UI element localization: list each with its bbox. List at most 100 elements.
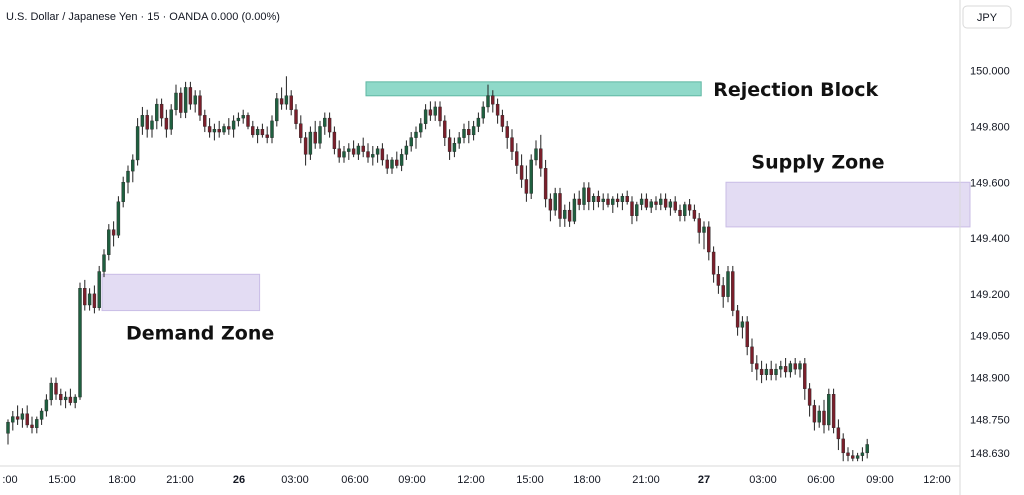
candle[interactable] xyxy=(164,109,169,138)
candle[interactable] xyxy=(548,193,553,222)
candle[interactable] xyxy=(174,84,178,116)
candle[interactable] xyxy=(140,106,145,135)
candle[interactable] xyxy=(155,98,159,130)
candle[interactable] xyxy=(625,190,629,205)
candle[interactable] xyxy=(337,140,341,163)
candle[interactable] xyxy=(409,132,413,152)
candle[interactable] xyxy=(35,416,39,434)
candle[interactable] xyxy=(567,201,572,227)
candle[interactable] xyxy=(577,190,581,211)
candle[interactable] xyxy=(83,279,87,311)
candle[interactable] xyxy=(764,363,769,381)
candle[interactable] xyxy=(433,101,437,121)
candle[interactable] xyxy=(179,87,183,119)
candle[interactable] xyxy=(471,120,476,141)
candle[interactable] xyxy=(529,154,533,199)
candle[interactable] xyxy=(54,377,58,400)
candle[interactable] xyxy=(318,120,322,149)
candle[interactable] xyxy=(846,447,850,462)
candle[interactable] xyxy=(591,193,596,211)
candle[interactable] xyxy=(207,118,212,138)
candle[interactable] xyxy=(203,109,207,133)
candle[interactable] xyxy=(131,154,135,183)
candle[interactable] xyxy=(654,196,658,211)
candle[interactable] xyxy=(798,360,802,378)
candle[interactable] xyxy=(390,157,394,174)
candle[interactable] xyxy=(11,411,15,431)
candle[interactable] xyxy=(500,109,505,133)
candle[interactable] xyxy=(313,120,317,149)
candle[interactable] xyxy=(582,182,586,211)
candle[interactable] xyxy=(491,90,495,113)
candle[interactable] xyxy=(212,123,217,141)
candle[interactable] xyxy=(351,140,356,158)
candle[interactable] xyxy=(495,98,500,124)
candle[interactable] xyxy=(683,201,687,222)
candle[interactable] xyxy=(111,221,116,247)
candle[interactable] xyxy=(553,187,557,216)
candle[interactable] xyxy=(241,109,245,124)
candle[interactable] xyxy=(721,277,725,308)
candle[interactable] xyxy=(649,199,653,213)
candle[interactable] xyxy=(711,246,716,283)
candle[interactable] xyxy=(601,193,605,211)
candle[interactable] xyxy=(183,81,188,119)
candle[interactable] xyxy=(515,143,519,174)
candle[interactable] xyxy=(803,358,807,400)
candle[interactable] xyxy=(851,450,855,462)
candle[interactable] xyxy=(774,363,778,381)
candle[interactable] xyxy=(73,394,77,409)
candle[interactable] xyxy=(30,416,34,434)
candle[interactable] xyxy=(25,405,29,428)
candle[interactable] xyxy=(543,159,548,208)
candle[interactable] xyxy=(697,212,701,244)
price-axis[interactable]: 150.000 149.800 149.600 149.400 149.200 149.0… xyxy=(970,66,1010,460)
candle[interactable] xyxy=(92,285,97,314)
candle[interactable] xyxy=(428,101,433,121)
candle[interactable] xyxy=(107,224,111,261)
candle[interactable] xyxy=(279,87,284,110)
candle[interactable] xyxy=(702,221,706,250)
candle[interactable] xyxy=(323,112,327,135)
candle[interactable] xyxy=(716,265,721,294)
candle[interactable] xyxy=(817,405,821,428)
candle[interactable] xyxy=(289,90,293,116)
candle[interactable] xyxy=(668,199,673,216)
candle[interactable] xyxy=(342,146,346,163)
candle[interactable] xyxy=(452,137,457,158)
candle[interactable] xyxy=(265,126,269,144)
candle[interactable] xyxy=(236,112,241,127)
candle[interactable] xyxy=(68,388,73,406)
candle[interactable] xyxy=(755,355,759,381)
candle[interactable] xyxy=(361,137,365,158)
candle[interactable] xyxy=(788,360,793,378)
candle[interactable] xyxy=(44,394,49,417)
candle[interactable] xyxy=(587,182,591,211)
candle[interactable] xyxy=(606,193,610,208)
candle[interactable] xyxy=(692,204,697,222)
candle[interactable] xyxy=(827,388,831,431)
candle[interactable] xyxy=(745,316,749,356)
candle[interactable] xyxy=(6,419,10,445)
candle[interactable] xyxy=(534,140,538,166)
candle[interactable] xyxy=(812,399,817,431)
candle[interactable] xyxy=(356,143,361,160)
candle[interactable] xyxy=(841,433,845,462)
candle[interactable] xyxy=(620,193,625,211)
candle[interactable] xyxy=(303,132,308,166)
candle[interactable] xyxy=(284,76,289,110)
candle[interactable] xyxy=(644,193,649,211)
candle[interactable] xyxy=(419,118,423,138)
candle[interactable] xyxy=(443,115,447,146)
candle[interactable] xyxy=(726,265,730,303)
candle[interactable] xyxy=(63,391,68,409)
candle[interactable] xyxy=(145,109,149,138)
candle[interactable] xyxy=(159,98,164,127)
candle[interactable] xyxy=(563,204,567,227)
candle[interactable] xyxy=(447,129,452,160)
candle[interactable] xyxy=(39,408,44,425)
candle[interactable] xyxy=(404,140,409,160)
candle[interactable] xyxy=(611,196,615,213)
candle[interactable] xyxy=(294,104,298,130)
